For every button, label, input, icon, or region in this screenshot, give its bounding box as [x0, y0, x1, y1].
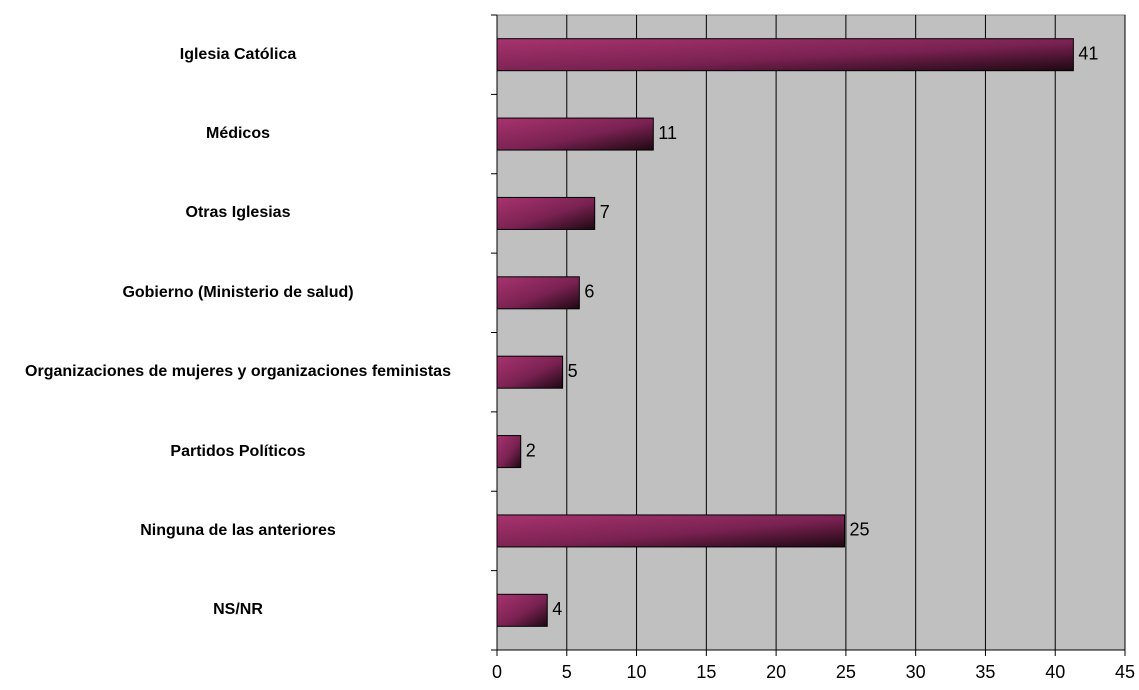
value-label: 7	[600, 202, 610, 222]
x-tick-label: 30	[906, 662, 926, 682]
value-label: 11	[658, 123, 677, 143]
bar	[496, 276, 580, 310]
y-tick-label: Iglesia Católica	[179, 45, 297, 63]
bar	[496, 435, 522, 469]
x-tick-label: 10	[627, 662, 647, 682]
y-tick-label: Médicos	[205, 125, 270, 143]
value-label: 41	[1078, 43, 1098, 63]
y-tick-label: Ninguna de las anteriores	[140, 521, 336, 539]
value-label: 2	[526, 440, 536, 460]
x-tick-label: 5	[562, 662, 572, 682]
x-tick-label: 45	[1115, 662, 1135, 682]
x-tick-label: 40	[1045, 662, 1065, 682]
x-tick-label: 20	[766, 662, 786, 682]
bar	[496, 117, 654, 151]
y-tick-label: Otras Iglesias	[185, 204, 291, 222]
value-label: 6	[584, 282, 594, 302]
value-label: 4	[552, 599, 562, 619]
value-label: 5	[568, 361, 578, 381]
y-tick-label: NS/NR	[213, 601, 263, 619]
x-tick-label: 25	[836, 662, 856, 682]
value-label: 25	[849, 520, 869, 540]
x-tick-label: 35	[975, 662, 995, 682]
y-tick-label: Organizaciones de mujeres y organizacion…	[25, 363, 451, 381]
y-tick-label: Gobierno (Ministerio de salud)	[122, 283, 354, 301]
bar	[496, 38, 1074, 72]
bar	[496, 514, 845, 548]
plot-area	[496, 14, 1126, 651]
bar	[496, 593, 548, 627]
x-tick-label: 15	[696, 662, 716, 682]
x-tick-label: 0	[492, 662, 502, 682]
bar	[496, 355, 564, 389]
y-tick-label: Partidos Políticos	[170, 442, 306, 460]
bar	[496, 196, 596, 230]
